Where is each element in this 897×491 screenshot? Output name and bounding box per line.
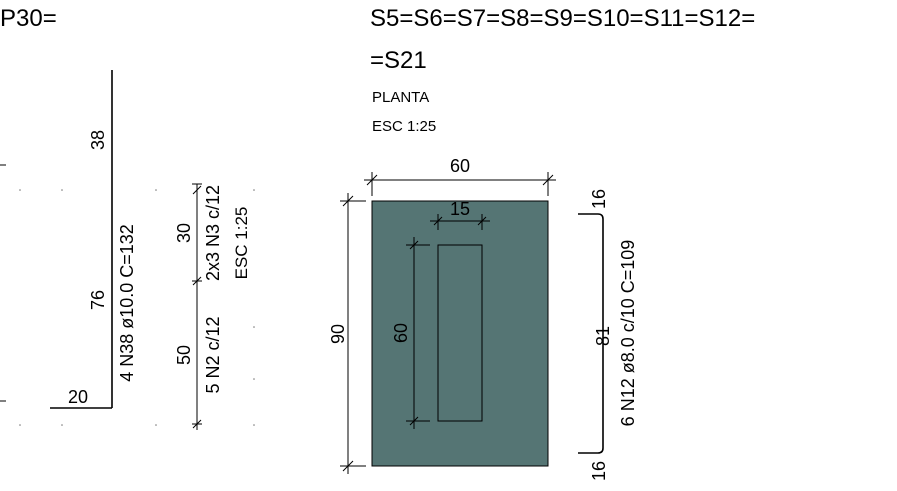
section-width-dim: 60 [450,156,470,176]
inner-height-dim-line [406,237,430,429]
right-bar-dim-mid: 81 [593,326,613,346]
right-title-line2: =S21 [370,47,427,74]
stirrup-label-lower: 5 N2 c/12 [203,316,223,393]
stirrup-dim-upper: 30 [174,223,194,243]
dotted-guides [19,189,255,426]
stirrup-dim-lower: 50 [174,345,194,365]
right-bar-shape [578,213,604,454]
column-inner-core [437,244,483,422]
section-height-dim-line [340,193,366,474]
inner-width-dim-line [430,214,490,230]
left-bar-shape [50,70,113,409]
section-width-dim-line [364,172,556,196]
left-bar-dim-bottom: 20 [68,387,88,407]
left-bar-label: 4 N38 ø10.0 C=132 [117,224,137,382]
section-height-dim: 90 [328,324,348,344]
left-bar-dim-mid: 76 [88,290,108,310]
right-bar-dim-bottom: 16 [589,461,609,481]
right-bar-label: 6 N12 ø8.0 c/10 C=109 [618,240,638,427]
stirrup-dim-line [192,183,202,430]
view-label: PLANTA [372,89,429,106]
stirrup-scale: ESC 1:25 [232,207,251,280]
view-scale: ESC 1:25 [372,118,436,135]
left-title: P30= [0,5,57,32]
inner-width-dim: 15 [450,199,470,219]
left-bar-dim-top: 38 [88,130,108,150]
right-bar-dim-top: 16 [589,189,609,209]
inner-height-dim: 60 [391,323,411,343]
right-title-line1: S5=S6=S7=S8=S9=S10=S11=S12= [370,5,755,32]
stirrup-label-upper: 2x3 N3 c/12 [203,185,223,281]
